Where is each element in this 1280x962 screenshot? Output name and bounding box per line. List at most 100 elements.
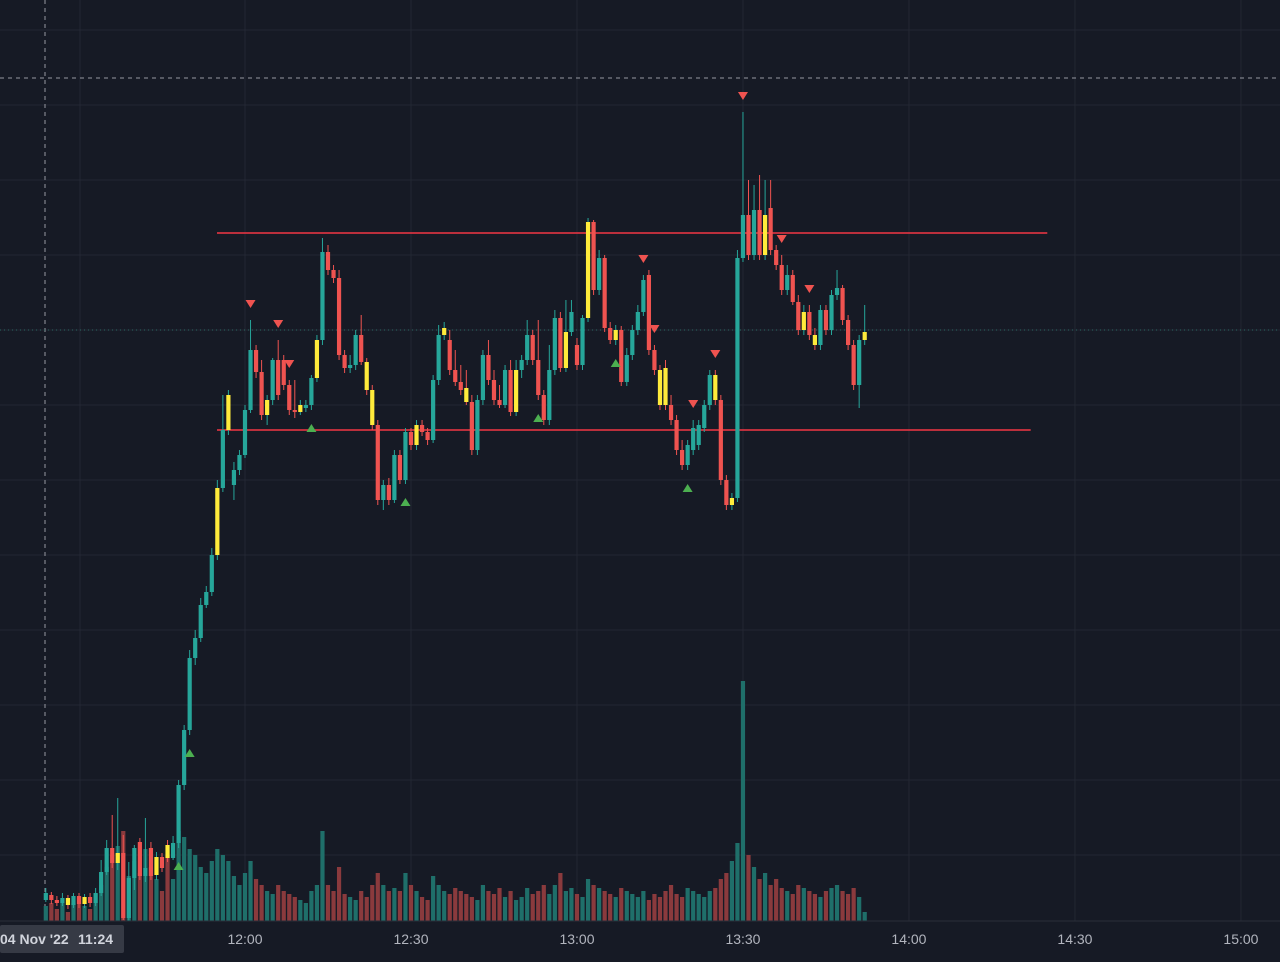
candle-body[interactable] bbox=[801, 312, 806, 330]
candle-body[interactable] bbox=[159, 857, 165, 868]
candle-body[interactable] bbox=[215, 488, 220, 555]
candle-body[interactable] bbox=[536, 360, 541, 395]
candle-body[interactable] bbox=[774, 250, 779, 265]
candle-body[interactable] bbox=[525, 335, 530, 360]
candle-body[interactable] bbox=[265, 400, 270, 415]
candle-body[interactable] bbox=[336, 278, 342, 355]
candle-body[interactable] bbox=[276, 360, 281, 395]
candle-body[interactable] bbox=[43, 893, 48, 900]
candle-body[interactable] bbox=[436, 335, 441, 380]
candle-body[interactable] bbox=[110, 848, 115, 863]
candle-body[interactable] bbox=[514, 370, 519, 412]
candle-body[interactable] bbox=[597, 258, 602, 290]
candle-body[interactable] bbox=[585, 222, 591, 318]
candle-body[interactable] bbox=[818, 310, 823, 345]
candle-body[interactable] bbox=[624, 355, 629, 382]
candle-body[interactable] bbox=[453, 370, 458, 382]
candle-body[interactable] bbox=[480, 355, 486, 400]
candle-body[interactable] bbox=[718, 400, 723, 480]
candle-body[interactable] bbox=[779, 265, 784, 290]
candle-body[interactable] bbox=[287, 385, 292, 410]
candle-body[interactable] bbox=[502, 370, 508, 405]
candle-body[interactable] bbox=[126, 878, 131, 918]
candle-body[interactable] bbox=[170, 843, 176, 858]
candle-body[interactable] bbox=[231, 470, 237, 485]
candle-body[interactable] bbox=[608, 328, 613, 340]
candle-body[interactable] bbox=[431, 380, 436, 440]
candle-body[interactable] bbox=[71, 896, 76, 905]
candle-body[interactable] bbox=[87, 897, 93, 903]
candle-body[interactable] bbox=[148, 848, 154, 876]
candle-body[interactable] bbox=[331, 270, 336, 278]
candle-body[interactable] bbox=[740, 215, 746, 258]
candle-body[interactable] bbox=[574, 345, 580, 365]
candle-body[interactable] bbox=[104, 848, 109, 872]
candle-body[interactable] bbox=[397, 455, 403, 480]
candle-body[interactable] bbox=[674, 420, 679, 450]
candle-body[interactable] bbox=[187, 658, 192, 730]
candle-body[interactable] bbox=[54, 900, 59, 903]
candle-body[interactable] bbox=[182, 730, 187, 785]
candle-body[interactable] bbox=[447, 340, 452, 370]
candle-body[interactable] bbox=[751, 210, 757, 255]
candle-body[interactable] bbox=[613, 330, 618, 340]
candle-body[interactable] bbox=[519, 360, 524, 370]
candle-body[interactable] bbox=[851, 345, 856, 385]
candle-body[interactable] bbox=[685, 445, 690, 465]
candle-body[interactable] bbox=[253, 350, 259, 372]
candle-body[interactable] bbox=[93, 893, 98, 903]
candle-body[interactable] bbox=[558, 318, 563, 368]
candle-body[interactable] bbox=[729, 498, 735, 505]
candle-body[interactable] bbox=[292, 410, 297, 412]
candle-body[interactable] bbox=[259, 372, 264, 415]
candle-body[interactable] bbox=[796, 302, 801, 330]
candle-body[interactable] bbox=[807, 312, 812, 335]
candle-body[interactable] bbox=[530, 335, 535, 360]
candle-body[interactable] bbox=[458, 382, 463, 390]
candle-body[interactable] bbox=[419, 425, 425, 432]
candle-body[interactable] bbox=[132, 848, 137, 878]
candle-body[interactable] bbox=[403, 432, 408, 480]
candle-body[interactable] bbox=[143, 868, 148, 876]
candle-body[interactable] bbox=[121, 853, 126, 918]
candle-body[interactable] bbox=[281, 360, 286, 385]
candle-body[interactable] bbox=[630, 330, 635, 355]
candle-body[interactable] bbox=[375, 425, 380, 500]
candle-body[interactable] bbox=[49, 895, 54, 900]
candle-body[interactable] bbox=[646, 275, 652, 350]
candle-body[interactable] bbox=[60, 898, 65, 903]
candle-body[interactable] bbox=[342, 355, 347, 368]
candle-body[interactable] bbox=[757, 210, 762, 255]
candle-body[interactable] bbox=[834, 288, 840, 295]
candle-body[interactable] bbox=[508, 370, 513, 412]
candle-body[interactable] bbox=[840, 288, 845, 320]
candle-body[interactable] bbox=[497, 400, 502, 405]
candle-body[interactable] bbox=[768, 208, 773, 250]
candle-body[interactable] bbox=[785, 275, 790, 290]
candle-body[interactable] bbox=[65, 898, 71, 905]
candle-body[interactable] bbox=[790, 275, 795, 302]
candle-body[interactable] bbox=[176, 785, 181, 843]
candle-body[interactable] bbox=[652, 350, 657, 370]
candle-body[interactable] bbox=[829, 295, 834, 330]
candle-body[interactable] bbox=[823, 310, 829, 330]
candle-body[interactable] bbox=[541, 395, 546, 420]
candle-body[interactable] bbox=[248, 350, 253, 410]
candle-body[interactable] bbox=[226, 395, 231, 430]
candle-body[interactable] bbox=[298, 405, 303, 412]
candle-body[interactable] bbox=[386, 485, 391, 500]
candle-body[interactable] bbox=[381, 485, 386, 500]
candle-body[interactable] bbox=[220, 430, 225, 488]
candle-body[interactable] bbox=[137, 842, 142, 876]
candle-body[interactable] bbox=[364, 362, 369, 390]
candle-body[interactable] bbox=[563, 332, 569, 368]
candle-body[interactable] bbox=[696, 425, 701, 445]
candle-body[interactable] bbox=[635, 312, 640, 330]
candle-body[interactable] bbox=[469, 402, 474, 450]
candle-body[interactable] bbox=[270, 360, 275, 400]
candle-body[interactable] bbox=[353, 335, 358, 365]
candle-body[interactable] bbox=[569, 312, 574, 332]
candle-body[interactable] bbox=[359, 335, 364, 362]
